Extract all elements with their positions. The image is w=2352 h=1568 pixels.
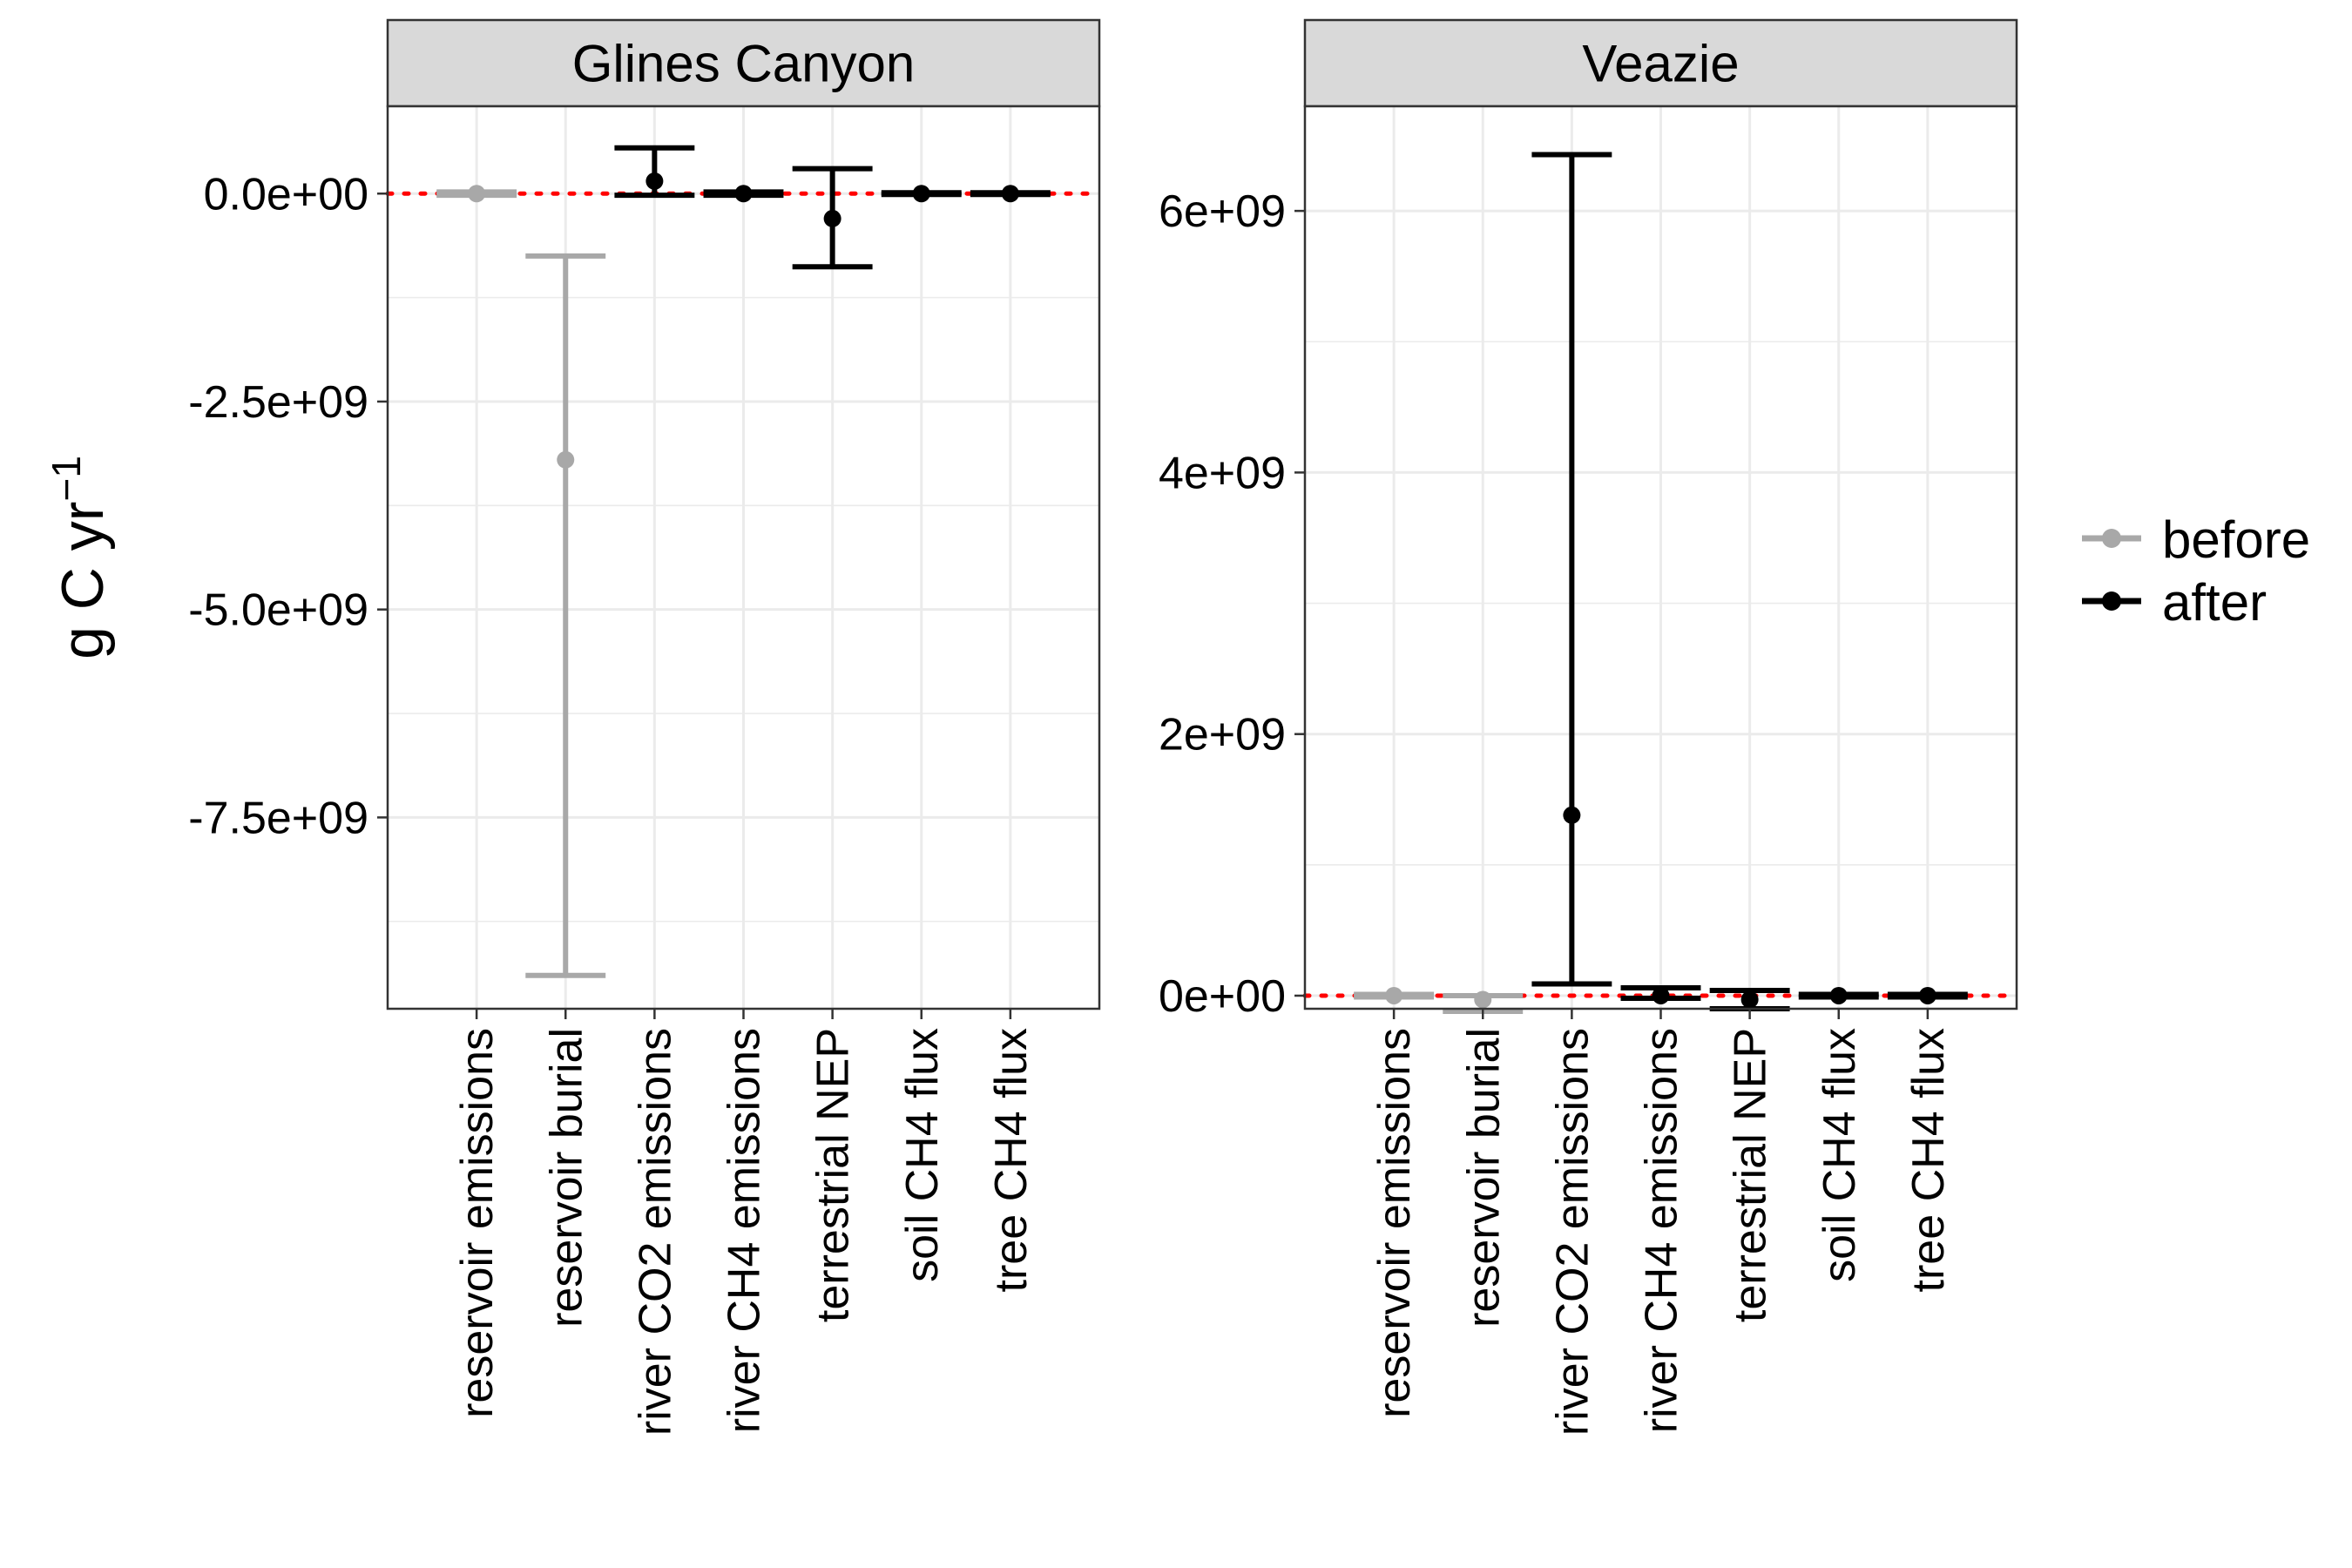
point-veazie-river-co2-emissions — [1563, 806, 1581, 824]
y-tick-label-glines-canyon: -2.5e+09 — [188, 377, 368, 428]
x-tick-label-glines-canyon-reservoir-burial: reservoir burial — [541, 1028, 591, 1328]
x-tick-label-veazie-soil-ch4-flux: soil CH4 flux — [1815, 1028, 1865, 1282]
point-veazie-reservoir-emissions — [1385, 986, 1403, 1004]
point-veazie-soil-ch4-flux — [1829, 986, 1848, 1004]
point-glines-canyon-reservoir-emissions — [468, 185, 486, 203]
strip-veazie — [1303, 18, 2018, 108]
x-tick-label-veazie-reservoir-emissions: reservoir emissions — [1369, 1028, 1420, 1418]
point-glines-canyon-soil-ch4-flux — [912, 185, 930, 203]
y-axis-title: g C yr−1 — [44, 456, 116, 659]
strip-title-veazie: Veazie — [1582, 35, 1739, 93]
y-tick-label-veazie: 4e+09 — [1159, 448, 1286, 498]
x-tick-label-glines-canyon-river-co2-emissions: river CO2 emissions — [630, 1028, 680, 1436]
x-tick-label-veazie-tree-ch4-flux: tree CH4 flux — [1903, 1028, 1954, 1292]
point-glines-canyon-tree-ch4-flux — [1001, 185, 1019, 203]
x-tick-label-veazie-reservoir-burial: reservoir burial — [1458, 1028, 1509, 1328]
point-veazie-tree-ch4-flux — [1918, 986, 1936, 1004]
x-tick-label-glines-canyon-terrestrial-nep: terrestrial NEP — [808, 1028, 859, 1322]
y-tick-label-veazie: 6e+09 — [1159, 186, 1286, 237]
y-axis-title-superscript: −1 — [44, 456, 89, 501]
point-glines-canyon-reservoir-burial — [557, 450, 575, 469]
point-veazie-reservoir-burial — [1474, 990, 1492, 1009]
x-tick-label-veazie-terrestrial-nep: terrestrial NEP — [1726, 1028, 1776, 1322]
legend-item-after: after — [2082, 573, 2267, 632]
point-glines-canyon-river-co2-emissions — [645, 172, 664, 190]
x-tick-label-glines-canyon-river-ch4-emissions: river CH4 emissions — [720, 1028, 770, 1433]
point-glines-canyon-river-ch4-emissions — [734, 185, 753, 203]
point-veazie-terrestrial-nep — [1740, 990, 1759, 1009]
legend-item-before: before — [2082, 510, 2310, 569]
y-tick-label-veazie: 0e+00 — [1159, 971, 1286, 1022]
legend: before after — [2082, 510, 2310, 632]
y-tick-label-glines-canyon: 0.0e+00 — [204, 169, 368, 220]
legend-key-point-before — [2102, 529, 2121, 548]
y-axis-title-main: g C yr — [50, 502, 116, 659]
x-tick-label-glines-canyon-soil-ch4-flux: soil CH4 flux — [897, 1028, 948, 1282]
y-tick-label-glines-canyon: -7.5e+09 — [188, 793, 368, 843]
x-tick-label-glines-canyon-reservoir-emissions: reservoir emissions — [452, 1028, 503, 1418]
strip-glines-canyon — [386, 18, 1101, 108]
legend-label-before: before — [2162, 510, 2310, 569]
x-tick-label-veazie-river-ch4-emissions: river CH4 emissions — [1637, 1028, 1687, 1433]
panel-glines-canyon: Glines Canyon 0.0e+00 -2.5e+09 -5.0e+09 -7.5… — [188, 18, 1102, 1436]
point-veazie-river-ch4-emissions — [1652, 986, 1670, 1004]
y-tick-label-glines-canyon: -5.0e+09 — [188, 585, 368, 636]
point-glines-canyon-terrestrial-nep — [823, 209, 841, 227]
x-tick-label-veazie-river-co2-emissions: river CO2 emissions — [1547, 1028, 1598, 1436]
y-tick-label-veazie: 2e+09 — [1159, 710, 1286, 760]
legend-key-point-after — [2102, 591, 2121, 611]
panel-veazie: Veazie 0e+00 2e+09 4e+09 6e+09 reservoir emis… — [1159, 18, 2019, 1436]
strip-title-glines-canyon: Glines Canyon — [572, 35, 916, 93]
legend-label-after: after — [2162, 573, 2267, 632]
x-tick-label-glines-canyon-tree-ch4-flux: tree CH4 flux — [986, 1028, 1037, 1292]
